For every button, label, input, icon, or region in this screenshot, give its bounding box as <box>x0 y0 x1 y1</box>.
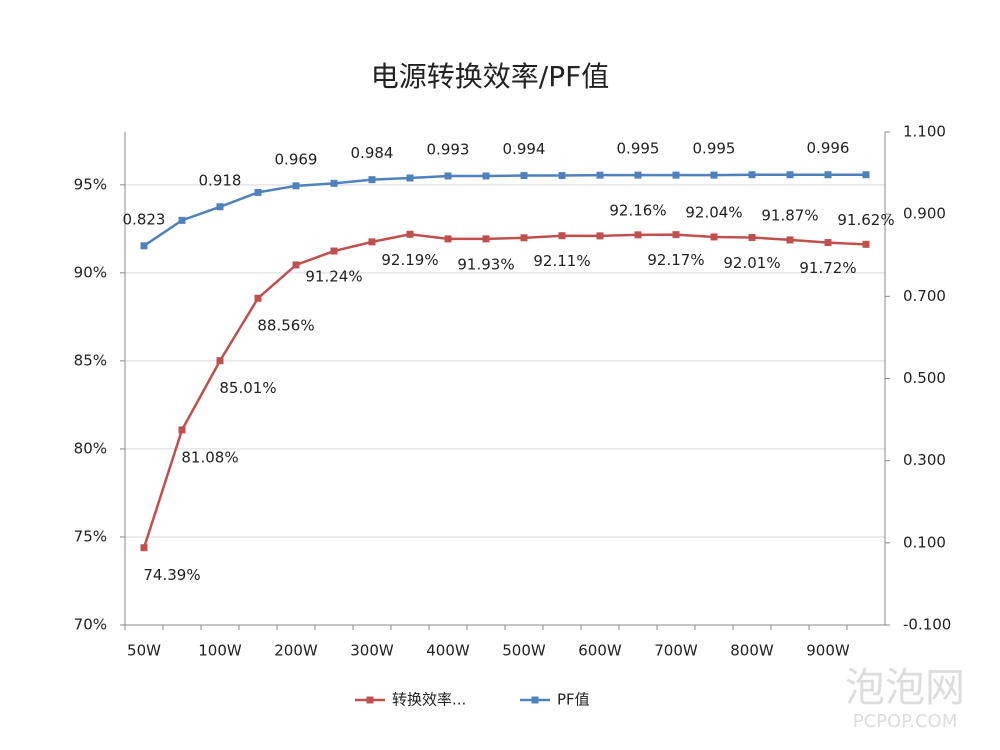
series-marker <box>178 426 186 434</box>
series-marker <box>406 230 414 238</box>
data-label: 0.996 <box>807 139 850 157</box>
x-tick-label: 700W <box>654 642 698 660</box>
data-label: 0.823 <box>123 210 166 228</box>
y2-tick-label: 0.300 <box>903 451 946 469</box>
data-label: 92.01% <box>723 254 780 272</box>
data-label: 91.24% <box>305 268 362 286</box>
y-tick-label: 85% <box>74 351 107 369</box>
y2-tick-label: 0.100 <box>903 533 946 551</box>
watermark-sub: PCPOP.COM <box>853 711 957 732</box>
x-tick-label: 50W <box>127 642 161 660</box>
series-marker <box>520 172 528 180</box>
watermark: 泡泡网 <box>845 665 965 711</box>
data-label: 0.969 <box>275 150 318 168</box>
y-tick-label: 95% <box>74 175 107 193</box>
series-marker <box>330 247 338 255</box>
x-tick-label: 500W <box>502 642 546 660</box>
data-label: 92.19% <box>381 251 438 269</box>
series-marker <box>368 238 376 246</box>
series-marker <box>596 232 604 240</box>
legend-label: 转换效率... <box>392 691 466 709</box>
series-marker <box>634 171 642 179</box>
data-label: 91.87% <box>761 206 818 224</box>
y-tick-label: 80% <box>74 439 107 457</box>
series-marker <box>482 235 490 243</box>
series-marker <box>140 544 148 552</box>
data-label: 92.04% <box>685 203 742 221</box>
legend-marker <box>531 696 539 704</box>
data-label: 92.11% <box>533 252 590 270</box>
y-tick-label: 70% <box>74 616 107 634</box>
data-label: 0.995 <box>693 140 736 158</box>
series-marker <box>558 172 566 180</box>
y2-tick-label: 0.500 <box>903 369 946 387</box>
series-marker <box>444 172 452 180</box>
series-marker <box>406 174 414 182</box>
series-marker <box>786 171 794 179</box>
series-marker <box>862 171 870 179</box>
data-label: 74.39% <box>143 566 200 584</box>
data-label: 91.62% <box>837 211 894 229</box>
data-label: 0.994 <box>503 140 546 158</box>
data-label: 88.56% <box>257 317 314 335</box>
series-marker <box>710 171 718 179</box>
data-label: 91.72% <box>799 259 856 277</box>
series-marker <box>672 231 680 239</box>
series-marker <box>254 188 262 196</box>
data-label: 85.01% <box>219 379 276 397</box>
y2-tick-label: 0.900 <box>903 205 946 223</box>
series-marker <box>824 171 832 179</box>
series-marker <box>292 182 300 190</box>
series-marker <box>672 171 680 179</box>
y2-tick-label: -0.100 <box>903 616 951 634</box>
data-label: 92.16% <box>609 201 666 219</box>
series-marker <box>216 203 224 211</box>
x-tick-label: 800W <box>730 642 774 660</box>
series-marker <box>444 235 452 243</box>
series-marker <box>292 261 300 269</box>
x-tick-label: 400W <box>426 642 470 660</box>
series-marker <box>482 172 490 180</box>
data-label: 0.993 <box>427 140 470 158</box>
series-marker <box>520 234 528 242</box>
series-marker <box>368 176 376 184</box>
series-marker <box>140 242 148 250</box>
series-marker <box>178 216 186 224</box>
chart-title: 电源转换效率/PF值 <box>371 60 609 93</box>
data-label: 0.918 <box>199 171 242 189</box>
series-marker <box>748 171 756 179</box>
x-tick-label: 600W <box>578 642 622 660</box>
series-marker <box>558 232 566 240</box>
data-label: 91.93% <box>457 255 514 273</box>
series-marker <box>596 171 604 179</box>
series-marker <box>824 239 832 247</box>
legend-marker <box>366 696 374 704</box>
data-label: 0.984 <box>351 144 394 162</box>
series-marker <box>862 240 870 248</box>
y2-tick-label: 0.700 <box>903 287 946 305</box>
y2-tick-label: 1.100 <box>903 123 946 141</box>
y-tick-label: 90% <box>74 263 107 281</box>
legend-label: PF值 <box>557 691 590 709</box>
x-tick-label: 100W <box>198 642 242 660</box>
y-tick-label: 75% <box>74 527 107 545</box>
series-marker <box>254 294 262 302</box>
series-marker <box>748 233 756 241</box>
series-marker <box>634 231 642 239</box>
x-tick-label: 300W <box>350 642 394 660</box>
x-tick-label: 200W <box>274 642 318 660</box>
data-label: 92.17% <box>647 251 704 269</box>
series-marker <box>216 357 224 365</box>
series-marker <box>786 236 794 244</box>
series-marker <box>710 233 718 241</box>
x-tick-label: 900W <box>806 642 850 660</box>
series-line <box>143 173 866 247</box>
data-label: 81.08% <box>181 448 238 466</box>
data-label: 0.995 <box>617 140 660 158</box>
series-marker <box>330 179 338 187</box>
series-line <box>142 233 867 549</box>
